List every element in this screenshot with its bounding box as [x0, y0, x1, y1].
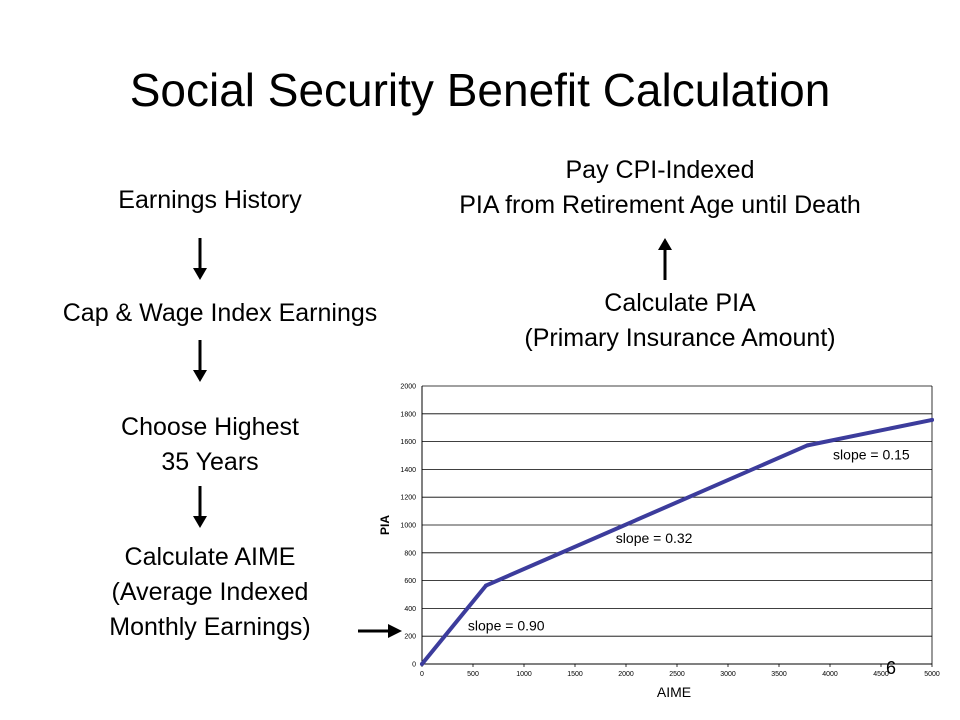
y-tick-label: 1400 [400, 467, 416, 474]
slide-title: Social Security Benefit Calculation [129, 64, 831, 116]
x-tick-label: 0 [420, 671, 424, 678]
step-line: Monthly Earnings) [109, 613, 311, 641]
step-line: (Primary Insurance Amount) [524, 324, 836, 352]
y-tick-label: 2000 [400, 384, 416, 391]
arrow-right-icon [358, 624, 402, 638]
step-line: Choose Highest [121, 413, 299, 441]
data-point [483, 583, 488, 588]
y-axis-label: PIA [378, 515, 392, 535]
y-tick-label: 1000 [400, 523, 416, 530]
pia-series-line [420, 417, 934, 666]
slope-annotation: slope = 0.90 [468, 618, 545, 634]
data-point [930, 417, 934, 422]
step-line: Calculate AIME [124, 543, 296, 571]
slope-annotation: slope = 0.32 [616, 530, 693, 546]
x-tick-label: 2000 [618, 671, 634, 678]
step-calculate-aime: Calculate AIME (Average Indexed Monthly … [40, 540, 380, 645]
step-line: Calculate PIA [604, 289, 756, 317]
x-tick-label: 4500 [873, 671, 889, 678]
x-axis-label: AIME [657, 684, 691, 700]
arrow-down-icon [193, 486, 207, 528]
y-tick-label: 0 [412, 662, 416, 669]
x-tick-label: 5000 [924, 671, 940, 678]
x-tick-label: 3500 [771, 671, 787, 678]
x-tick-label: 3000 [720, 671, 736, 678]
x-tick-label: 2500 [669, 671, 685, 678]
y-tick-label: 200 [404, 634, 416, 641]
slope-annotation: slope = 0.15 [833, 447, 910, 463]
step-line: Pay CPI-Indexed [565, 156, 755, 184]
data-point [805, 443, 810, 448]
x-tick-label: 500 [467, 671, 479, 678]
y-tick-label: 1600 [400, 439, 416, 446]
x-tick-label: 1500 [567, 671, 583, 678]
step-choose-highest: Choose Highest 35 Years [50, 410, 370, 480]
page-number: 6 [886, 658, 897, 678]
step-line: 35 Years [161, 448, 259, 476]
arrow-down-icon [193, 340, 207, 382]
x-tick-label: 1000 [516, 671, 532, 678]
step-line: PIA from Retirement Age until Death [459, 191, 861, 219]
step-line: Cap & Wage Index Earnings [62, 299, 378, 327]
step-cap-wage-index: Cap & Wage Index Earnings [10, 296, 430, 331]
y-tick-label: 1200 [400, 495, 416, 502]
step-calculate-pia: Calculate PIA (Primary Insurance Amount) [430, 286, 930, 356]
y-tick-label: 400 [404, 606, 416, 613]
step-line: Earnings History [118, 186, 302, 214]
step-pay-cpi-indexed: Pay CPI-Indexed PIA from Retirement Age … [400, 153, 920, 223]
y-tick-label: 600 [404, 578, 416, 585]
arrow-up-icon [658, 238, 672, 280]
x-tick-label: 4000 [822, 671, 838, 678]
step-line: (Average Indexed [111, 578, 309, 606]
y-tick-label: 800 [404, 550, 416, 557]
step-earnings-history: Earnings History [60, 183, 360, 218]
data-point [420, 662, 424, 666]
arrow-down-icon [193, 238, 207, 280]
y-tick-label: 1800 [400, 411, 416, 418]
